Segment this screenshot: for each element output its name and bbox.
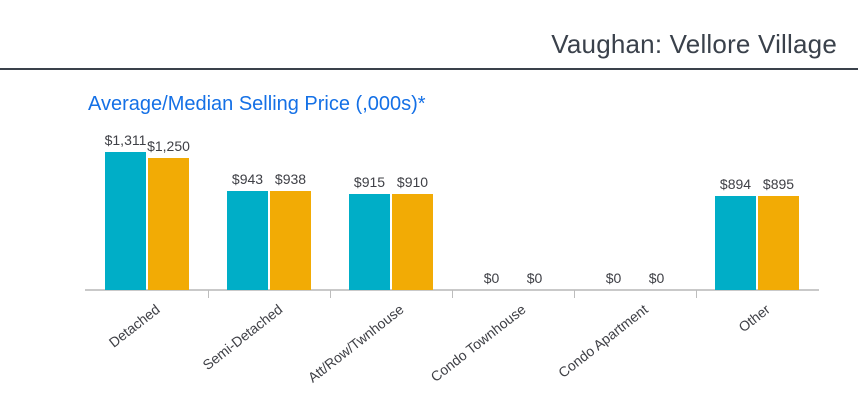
x-axis-tick xyxy=(695,290,697,298)
data-label-average: $0 xyxy=(483,270,500,286)
data-label-median: $895 xyxy=(762,176,795,192)
bar-median-att-row-twnhouse xyxy=(392,194,433,290)
x-axis-label-semi-detached: Semi-Detached xyxy=(198,301,285,374)
x-axis-label-condo-townhouse: Condo Townhouse xyxy=(427,301,529,385)
data-label-median: $938 xyxy=(274,171,307,187)
header-divider xyxy=(0,68,858,70)
bar-average-detached xyxy=(105,152,146,290)
x-axis-tick xyxy=(329,290,331,298)
data-label-median: $0 xyxy=(526,270,543,286)
data-label-average: $0 xyxy=(605,270,622,286)
data-label-median: $1,250 xyxy=(147,138,190,154)
x-axis-label-detached: Detached xyxy=(105,301,163,351)
data-label-median: $0 xyxy=(648,270,665,286)
data-label-average: $915 xyxy=(353,174,386,190)
x-axis-label-other: Other xyxy=(735,301,773,336)
page-title: Vaughan: Vellore Village xyxy=(551,29,837,59)
bar-average-other xyxy=(715,196,756,290)
bar-median-semi-detached xyxy=(270,191,311,290)
data-label-average: $894 xyxy=(719,176,752,192)
chart-title: Average/Median Selling Price (,000s)* xyxy=(88,93,426,115)
x-axis-tick xyxy=(573,290,575,298)
data-label-average: $943 xyxy=(231,171,264,187)
x-axis-label-condo-apartment: Condo Apartment xyxy=(555,301,651,381)
bar-average-att-row-twnhouse xyxy=(349,194,390,290)
data-label-average: $1,311 xyxy=(104,132,147,148)
bar-average-semi-detached xyxy=(227,191,268,290)
bar-median-detached xyxy=(148,158,189,290)
data-label-median: $910 xyxy=(396,174,429,190)
x-axis-label-att-row-twnhouse: Att/Row/Twnhouse xyxy=(305,301,407,386)
bar-median-other xyxy=(758,196,799,290)
x-axis-tick xyxy=(451,290,453,298)
x-axis-tick xyxy=(207,290,209,298)
